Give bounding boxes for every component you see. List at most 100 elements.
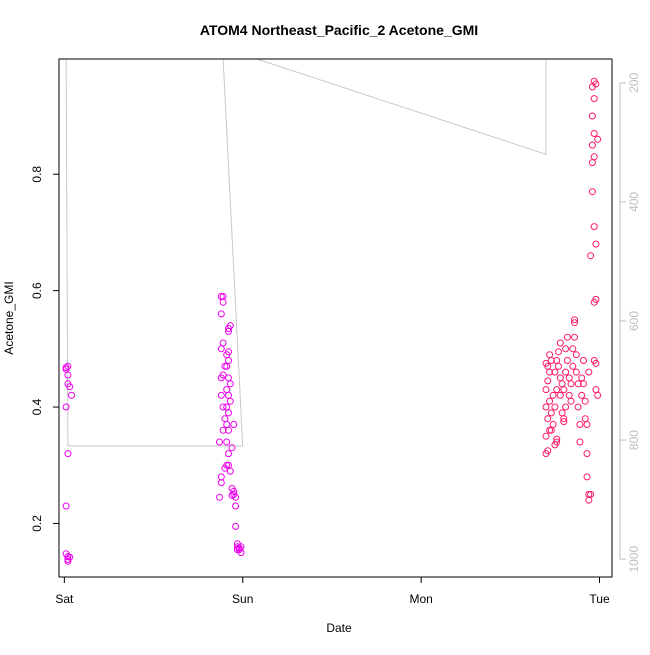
data-point xyxy=(225,325,232,332)
data-point xyxy=(572,351,580,359)
data-point xyxy=(542,386,550,394)
data-point xyxy=(66,553,74,561)
x-axis: Sat Sun Mon Tue xyxy=(55,576,610,606)
data-point xyxy=(544,415,552,423)
data-point xyxy=(219,426,227,434)
y-axis-label: Acetone_GMI xyxy=(2,281,16,354)
data-point xyxy=(580,380,587,388)
data-point xyxy=(588,112,596,120)
data-point xyxy=(230,421,238,428)
data-point xyxy=(588,188,596,196)
data-point xyxy=(578,391,586,399)
data-point xyxy=(590,153,598,161)
y-axis-right: 200 400 600 800 1000 xyxy=(619,72,641,572)
data-point xyxy=(576,421,584,428)
data-point xyxy=(232,502,240,510)
data-point xyxy=(560,418,568,426)
data-point xyxy=(571,333,578,341)
data-point xyxy=(571,319,578,327)
data-point xyxy=(585,368,593,376)
data-point xyxy=(576,438,584,446)
data-point xyxy=(555,348,562,356)
data-point xyxy=(560,386,568,394)
data-point xyxy=(66,383,74,391)
data-point xyxy=(233,546,241,554)
data-point xyxy=(62,550,70,558)
data-point xyxy=(563,357,571,364)
data-point xyxy=(553,438,561,446)
data-point xyxy=(547,409,555,417)
data-point xyxy=(232,522,240,530)
data-point xyxy=(588,141,596,149)
y-tick-label: 0.4 xyxy=(30,398,44,415)
data-point xyxy=(216,438,223,446)
data-point xyxy=(592,295,600,303)
y-tick-label: 0.6 xyxy=(30,282,44,299)
data-point xyxy=(587,490,595,498)
data-point xyxy=(546,351,554,359)
data-point xyxy=(226,380,234,388)
data-point xyxy=(553,386,561,394)
data-point xyxy=(216,493,223,501)
data-point xyxy=(544,377,552,385)
data-point xyxy=(590,223,598,231)
data-point xyxy=(580,357,587,364)
data-point xyxy=(225,450,232,458)
data-point xyxy=(228,444,236,452)
data-point xyxy=(228,492,236,499)
x-axis-label: Date xyxy=(326,621,352,635)
y-axis-left: 0.2 0.4 0.6 0.8 xyxy=(30,166,60,532)
data-point xyxy=(555,362,562,370)
data-point xyxy=(544,447,552,455)
data-point xyxy=(571,316,578,324)
data-point xyxy=(581,397,589,405)
data-point xyxy=(226,467,234,475)
data-point xyxy=(551,403,559,411)
data-point xyxy=(225,426,232,434)
data-point xyxy=(592,386,600,394)
data-point xyxy=(217,310,225,318)
data-point xyxy=(542,359,550,367)
x-tick-label: Mon xyxy=(409,592,432,606)
data-point xyxy=(219,371,227,379)
chart-title: ATOM4 Northeast_Pacific_2 Acetone_GMI xyxy=(200,22,478,38)
data-point xyxy=(560,415,568,423)
data-point xyxy=(542,403,550,411)
data-point xyxy=(64,362,72,370)
data-point xyxy=(219,403,227,411)
data-point xyxy=(563,333,571,341)
data-point xyxy=(592,240,600,248)
data-point xyxy=(64,450,72,458)
data-point xyxy=(567,380,575,388)
data-point xyxy=(562,345,570,353)
data-point xyxy=(226,397,234,405)
data-point xyxy=(572,368,580,376)
y-tick-label: 0.8 xyxy=(30,166,44,183)
data-point xyxy=(574,403,582,411)
data-point xyxy=(68,391,75,399)
data-point xyxy=(553,435,561,443)
right-tick-label: 1000 xyxy=(627,545,641,572)
data-point xyxy=(556,391,564,399)
data-point xyxy=(64,557,72,565)
data-point xyxy=(583,421,591,428)
data-point xyxy=(583,450,591,458)
data-point xyxy=(549,391,557,399)
data-point xyxy=(587,252,595,260)
data-point xyxy=(549,421,557,428)
data-point xyxy=(225,348,232,356)
data-point xyxy=(219,339,227,347)
data-point xyxy=(219,293,227,300)
data-point xyxy=(592,80,600,88)
data-point xyxy=(546,397,554,405)
x-tick-label: Tue xyxy=(589,592,610,606)
x-tick-label: Sun xyxy=(232,592,253,606)
data-point xyxy=(217,391,225,399)
data-point xyxy=(556,339,564,347)
data-point xyxy=(562,368,570,376)
x-tick-label: Sat xyxy=(55,592,74,606)
y-tick-label: 0.2 xyxy=(30,515,44,532)
